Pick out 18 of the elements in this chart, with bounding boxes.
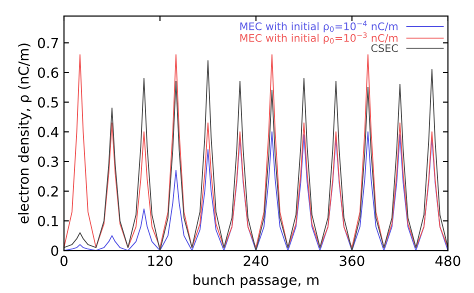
y-tick-label: 0.6 [38,67,58,78]
x-axis-title: bunch passage, m [194,274,318,288]
x-tick-label: 360 [340,256,364,266]
y-tick-label: 0.3 [38,156,58,167]
y-tick-label: 0.4 [38,126,58,138]
x-tick-label: 0 [60,256,68,266]
x-tick-label: 480 [435,256,460,266]
legend-label: MEC with initial ρ$_{0}$=10$^{−4}$ nC/m [240,20,398,32]
y-tick-label: 0 [51,245,58,256]
y-tick-label: 0.2 [38,186,58,197]
y-tick-label: 0.1 [38,216,58,226]
legend-label: MEC with initial ρ$_{0}$=10$^{−3}$ nC/m [240,32,398,44]
legend-label: CSEC [371,44,398,52]
x-tick-label: 120 [148,256,172,266]
y-tick-label: 0.5 [38,97,58,108]
y-tick-label: 0.7 [38,38,58,48]
x-tick-label: 240 [244,256,268,266]
y-axis-title: electron density, ρ (nC/m) [18,44,32,224]
